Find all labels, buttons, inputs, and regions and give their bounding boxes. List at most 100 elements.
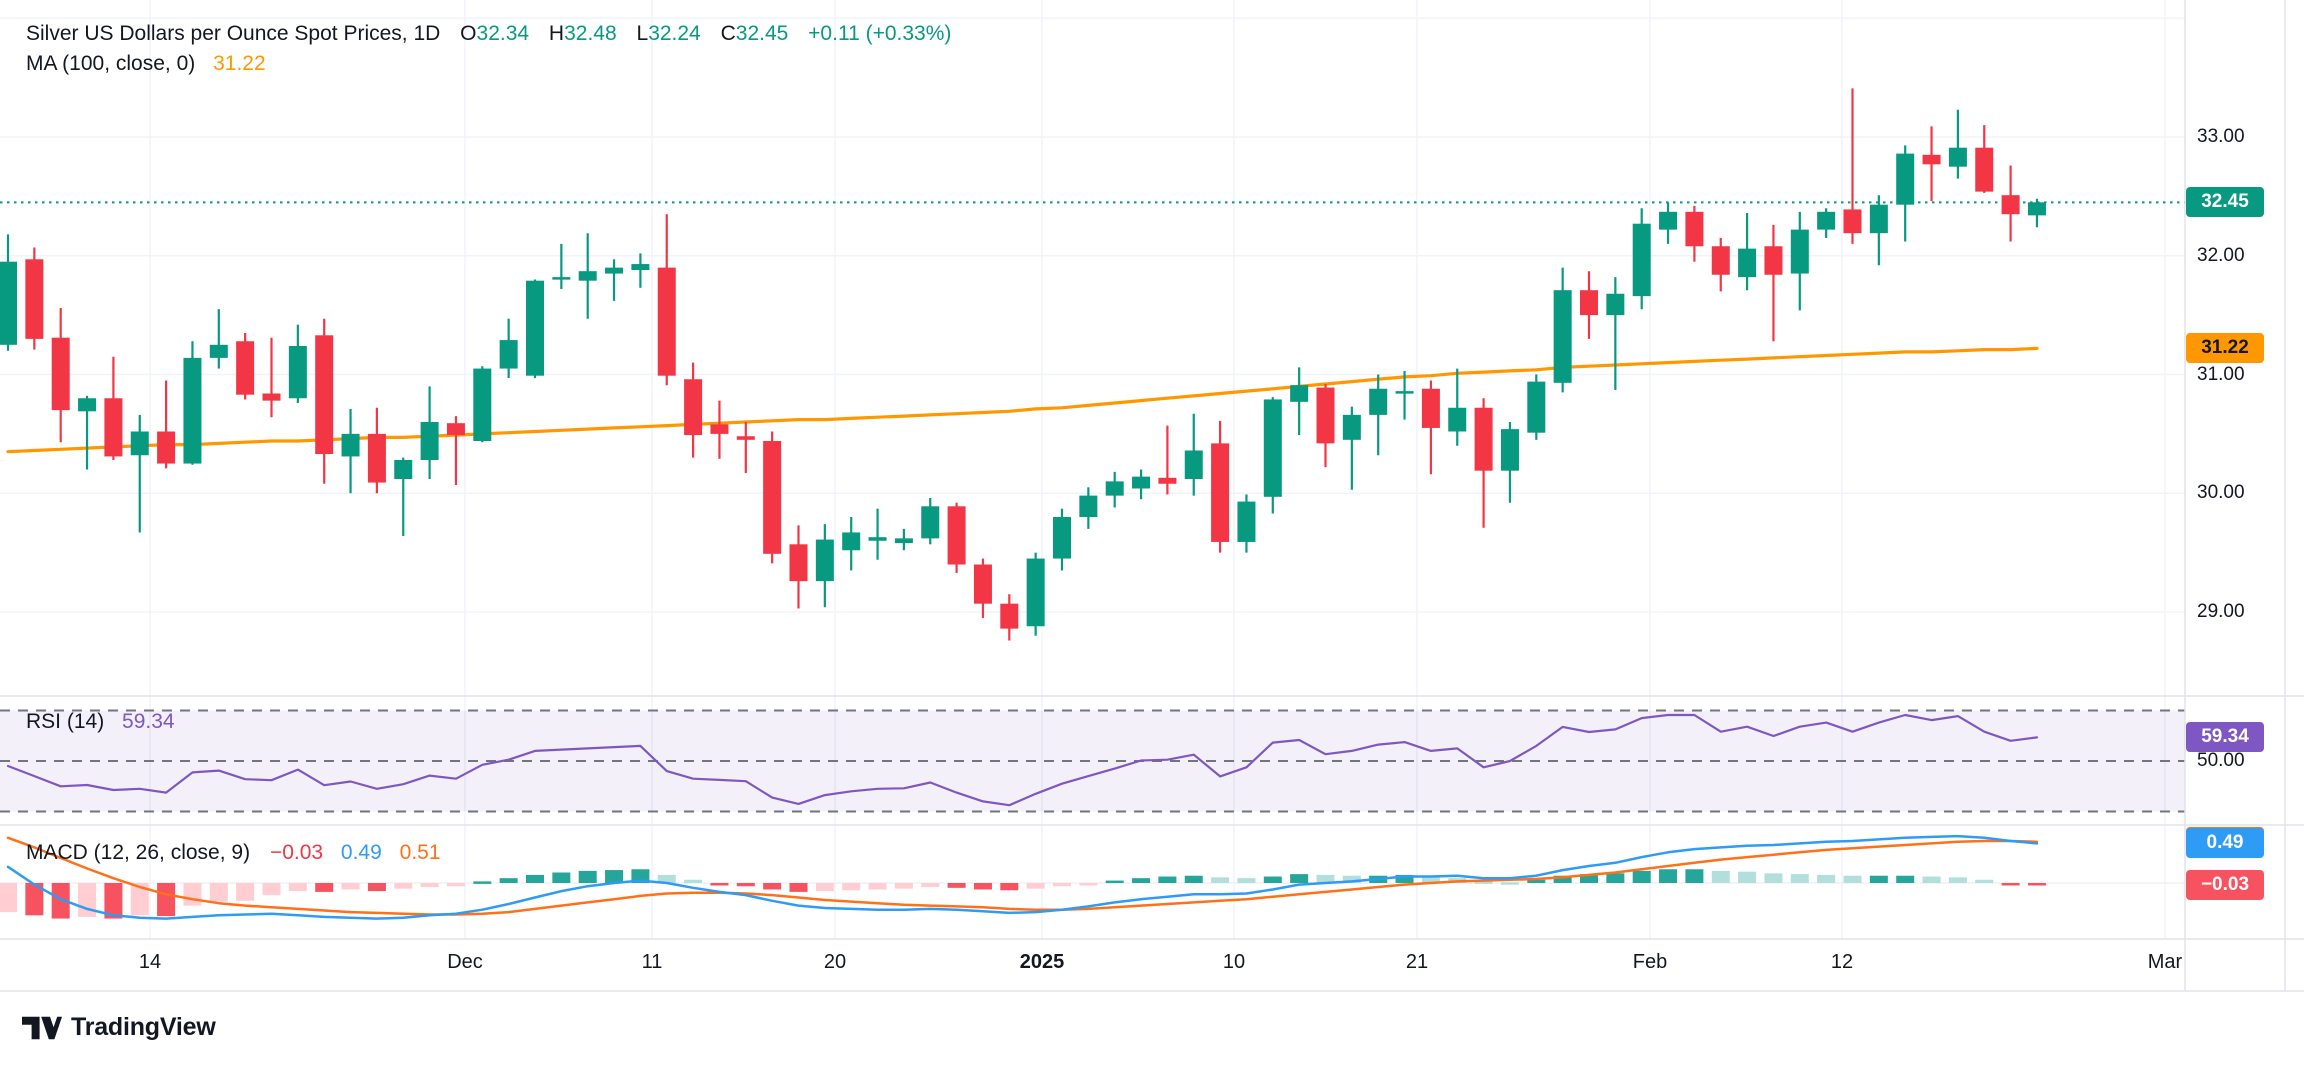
- candle-body: [1237, 501, 1256, 542]
- rsi-line: [6, 713, 2039, 807]
- macd-histogram-bar: [842, 883, 861, 891]
- candle-body: [1158, 477, 1177, 484]
- rsi-value-badge: 59.34: [2186, 722, 2264, 753]
- ma-legend: MA (100, close, 0) 31.22: [26, 52, 266, 76]
- change-value: +0.11 (+0.33%): [808, 22, 952, 45]
- price-tick-label: 50.00: [2197, 750, 2245, 771]
- macd-line: [6, 834, 2039, 920]
- candle-body: [605, 267, 624, 274]
- macd-histogram-bar: [78, 883, 97, 917]
- macd-histogram-bar: [183, 883, 202, 906]
- time-label-2025: 2025: [1019, 951, 1065, 973]
- macd-histogram-bar: [420, 883, 439, 888]
- candle-body: [947, 506, 966, 565]
- macd-histogram-bar: [684, 879, 703, 883]
- macd-histogram-bar: [526, 874, 544, 883]
- macd-label: MACD (12, 26, close, 9): [26, 841, 251, 864]
- ma-label: MA (100, close, 0): [26, 52, 196, 75]
- macd-histogram-bar: [157, 883, 176, 917]
- candle-body: [1685, 211, 1704, 247]
- candle-body: [710, 424, 729, 434]
- macd-histogram-bar: [499, 878, 518, 883]
- ma100-line: [6, 346, 2039, 454]
- time-label-21: 21: [1405, 951, 1429, 973]
- candle-body: [1079, 495, 1098, 517]
- macd-histogram-bar: [1053, 883, 1071, 887]
- macd-histogram-bar: [51, 883, 70, 919]
- candle-body: [1553, 290, 1572, 383]
- macd-histogram-bar: [104, 883, 123, 919]
- candle-body: [894, 538, 913, 544]
- candle-body: [815, 539, 834, 582]
- tradingview-logo[interactable]: TradingView: [22, 1013, 216, 1042]
- open-label: O: [460, 22, 477, 45]
- candle-body: [763, 441, 782, 554]
- rsi-legend: RSI (14) 59.34: [26, 710, 175, 734]
- macd-histogram-bar: [1026, 883, 1045, 889]
- macd-histogram-bar: [789, 883, 808, 892]
- macd-histogram-bar: [1000, 883, 1019, 891]
- tradingview-logo-icon: [22, 1016, 62, 1039]
- candle-body: [367, 433, 386, 483]
- candle-body: [1580, 290, 1598, 316]
- macd-histogram-bar: [1132, 878, 1151, 883]
- time-label-20: 20: [823, 951, 847, 973]
- macd-histogram-bar: [473, 881, 492, 884]
- macd-histogram-bar: [1685, 869, 1704, 883]
- macd-histogram-bar: [921, 883, 940, 888]
- price-tick-label: 29.00: [2197, 601, 2245, 622]
- candle-body: [1896, 153, 1915, 205]
- candle-body: [473, 368, 492, 441]
- macd-legend: MACD (12, 26, close, 9) −0.03 0.49 0.51: [26, 841, 441, 865]
- candle-body: [104, 398, 123, 457]
- candle-body: [262, 393, 281, 401]
- macd-histogram-bar: [1290, 874, 1309, 883]
- macd-histogram-bar: [894, 883, 913, 889]
- ma-value: 31.22: [213, 52, 266, 75]
- main-series-legend: Silver US Dollars per Ounce Spot Prices,…: [26, 22, 951, 46]
- macd-histogram-bar: [1421, 877, 1440, 883]
- macd-histogram-bar: [1553, 875, 1572, 883]
- candle-body: [552, 277, 571, 280]
- candle-body: [789, 544, 808, 582]
- macd-histogram-bar: [1764, 873, 1783, 883]
- macd-histogram-bar: [446, 883, 465, 887]
- macd-signal-value: 0.51: [399, 841, 441, 864]
- macd-histogram-bar: [578, 870, 597, 883]
- macd-histogram-bar: [1263, 876, 1282, 883]
- macd-histogram-bar: [1659, 869, 1678, 883]
- macd-histogram-bar: [552, 872, 571, 883]
- candle-body: [1869, 204, 1888, 234]
- close-label: C: [720, 22, 736, 45]
- macd-histogram-bar: [25, 883, 44, 916]
- high-value: 32.48: [564, 22, 617, 45]
- macd-histogram-bar: [1237, 878, 1256, 883]
- symbol-title: Silver US Dollars per Ounce Spot Prices,…: [26, 22, 441, 45]
- high-label: H: [548, 22, 565, 45]
- macd-histogram-bar: [947, 883, 966, 888]
- candle-body: [1606, 293, 1625, 316]
- candle-body: [1659, 211, 1678, 230]
- macd-histogram-bar: [1527, 879, 1546, 883]
- macd-histogram-bar: [1606, 873, 1625, 883]
- macd-histogram-bar: [605, 870, 624, 883]
- candle-body: [1527, 381, 1546, 433]
- macd-histogram-bar: [736, 883, 755, 887]
- macd-histogram-bar: [1948, 877, 1967, 883]
- time-label-12: 12: [1830, 951, 1854, 973]
- time-label-11: 11: [641, 951, 663, 973]
- candle-body: [657, 267, 676, 376]
- time-label-10: 10: [1222, 951, 1246, 973]
- candle-body: [868, 537, 887, 541]
- rsi-label: RSI (14): [26, 710, 105, 733]
- candle-body: [842, 532, 861, 551]
- macd-histogram-bar: [1580, 874, 1598, 883]
- candle-body: [499, 340, 518, 369]
- macd-histogram-bar: [1211, 877, 1230, 883]
- macd-histogram-bar: [657, 874, 676, 883]
- time-label-Mar: Mar: [2147, 951, 2183, 973]
- time-label-14: 14: [138, 951, 162, 973]
- macd-histogram-bar: [868, 883, 887, 890]
